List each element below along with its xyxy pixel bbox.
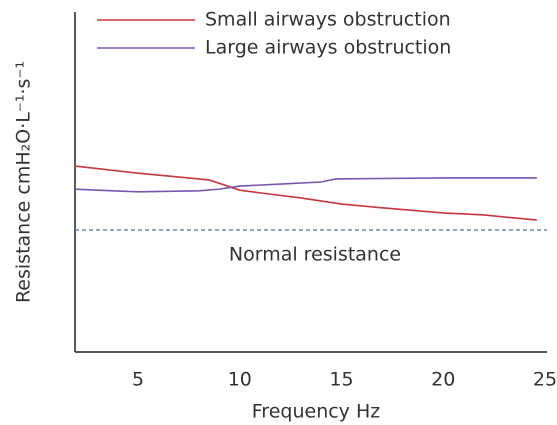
- x-tick-label: 5: [132, 369, 144, 391]
- series-line: [74, 177, 537, 193]
- x-tick-label: 15: [329, 369, 353, 391]
- legend-label: Large airways obstruction: [205, 37, 451, 59]
- reference-label: Normal resistance: [229, 243, 401, 265]
- x-tick-label: 25: [533, 369, 557, 391]
- y-axis-label: Resistance cmH₂O·L⁻¹·s⁻¹: [13, 61, 35, 303]
- x-axis-label: Frequency Hz: [252, 401, 380, 423]
- x-tick-label: 10: [228, 369, 252, 391]
- legend-label: Small airways obstruction: [205, 9, 451, 31]
- series-line: [74, 165, 537, 221]
- x-tick-label: 20: [431, 369, 455, 391]
